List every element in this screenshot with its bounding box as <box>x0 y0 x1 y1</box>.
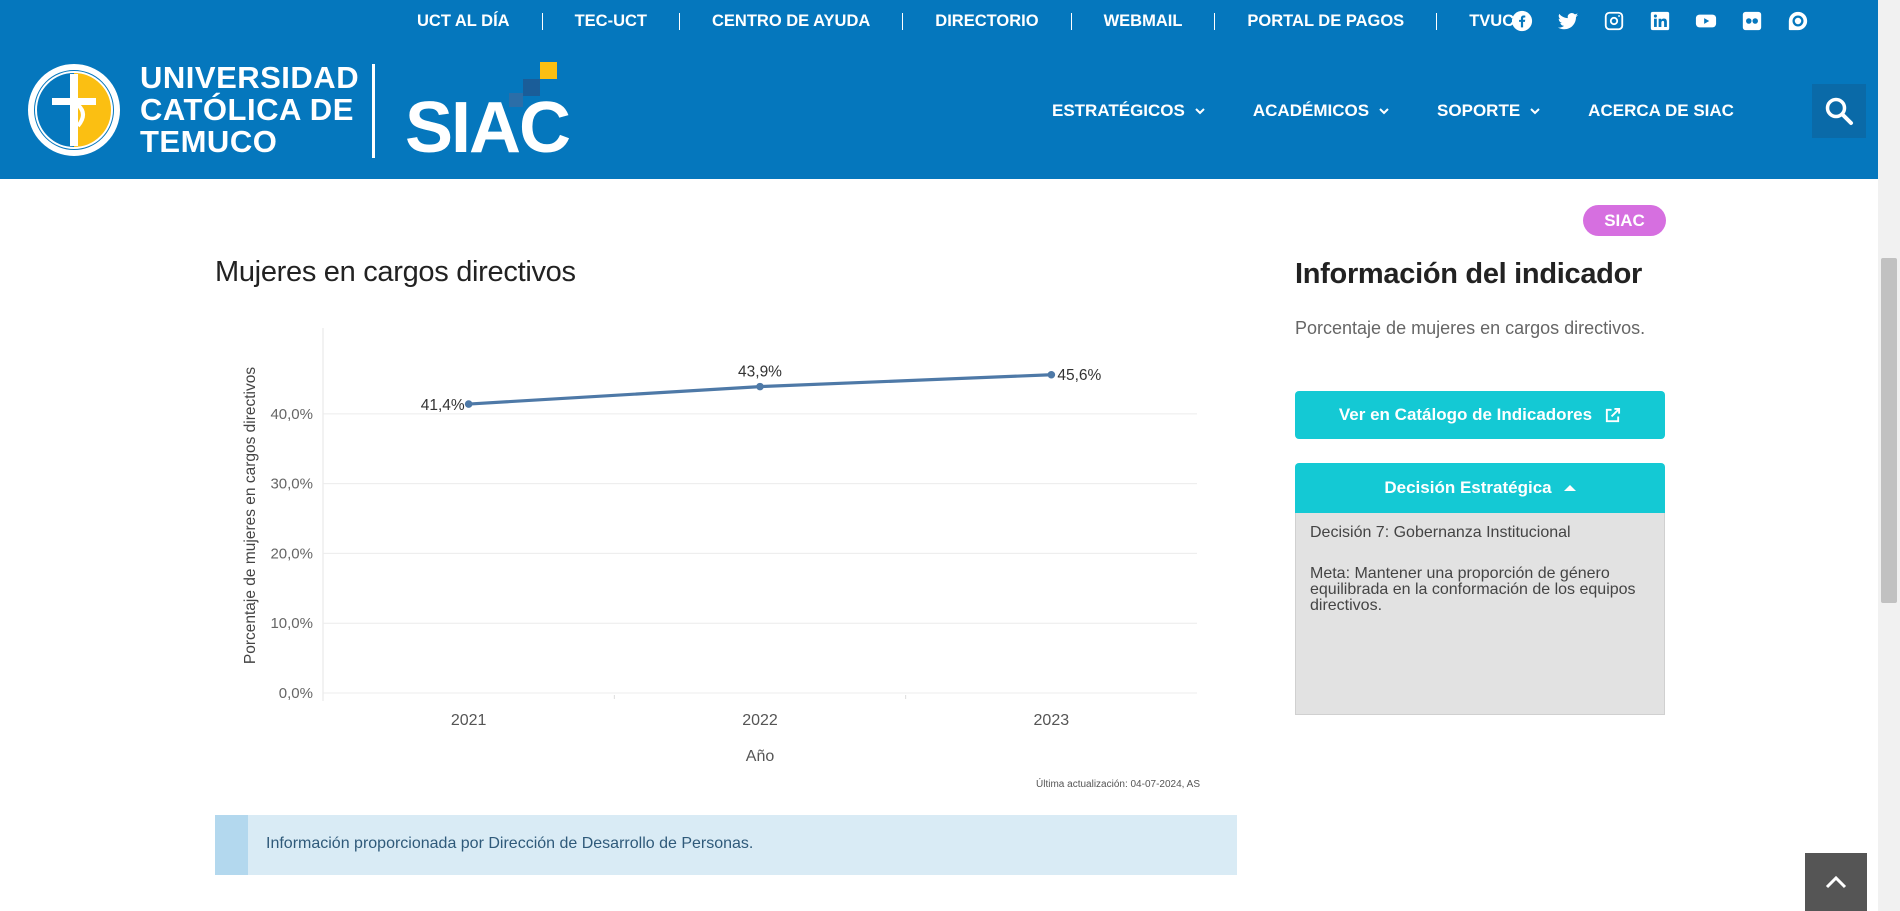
x-tick-label: 2023 <box>1034 712 1070 729</box>
last-updated: Última actualización: 04-07-2024, AS <box>1036 779 1200 790</box>
university-name-line2: CATÓLICA DE <box>140 92 354 127</box>
top-nav-separator <box>1436 12 1438 30</box>
chevron-down-icon <box>1195 107 1205 114</box>
external-link-icon <box>1605 407 1621 422</box>
caret-up-icon <box>1563 485 1576 491</box>
info-box-text: Información proporcionada por Dirección … <box>266 835 754 852</box>
top-nav-item[interactable]: UCT AL DÍA <box>417 11 510 30</box>
top-nav-item[interactable]: TEC-UCT <box>574 11 647 30</box>
chevron-down-icon <box>1379 107 1389 114</box>
y-tick-label: 0,0% <box>279 685 313 702</box>
siac-badge: SIAC <box>1583 205 1666 236</box>
x-axis-title: Año <box>746 748 775 765</box>
uct-logo[interactable] <box>28 64 120 156</box>
main-nav: ESTRATÉGICOS ACADÉMICOS SOPORTE ACERCA DE S… <box>1052 42 1734 179</box>
top-bar: UCT AL DÍA TEC-UCT CENTRO DE AYUDA DIRECTOR… <box>0 0 1878 42</box>
linkedin-icon[interactable] <box>1648 9 1672 33</box>
chevron-up-icon <box>1825 875 1847 889</box>
data-point <box>756 382 764 391</box>
top-nav-separator <box>1070 12 1072 30</box>
main-nav-label: ACERCA DE SIAC <box>1588 100 1734 120</box>
chart-title: Mujeres en cargos directivos <box>215 256 576 288</box>
page-scrollbar-thumb[interactable] <box>1881 258 1897 603</box>
instagram-icon[interactable] <box>1602 9 1626 33</box>
catalog-button-label: Ver en Catálogo de Indicadores <box>1338 405 1593 424</box>
x-tick-label: 2021 <box>451 712 487 729</box>
top-nav-separator <box>1214 12 1216 30</box>
search-button[interactable] <box>1812 84 1866 138</box>
university-name-line1: UNIVERSIDAD <box>140 60 360 95</box>
top-nav-item[interactable]: CENTRO DE AYUDA <box>712 11 871 30</box>
info-box-accent <box>215 815 248 875</box>
indicator-description: Porcentaje de mujeres en cargos directiv… <box>1295 318 1646 338</box>
social-links <box>1510 9 1810 33</box>
accordion-content: Decisión 7: Gobernanza Institucional Met… <box>1295 513 1665 715</box>
chevron-down-icon <box>1530 107 1540 114</box>
line-chart: 0,0% 10,0% 20,0% 30,0% 40,0% 2021 2022 2023 Año P… <box>242 328 1197 765</box>
twitter-icon[interactable] <box>1556 9 1580 33</box>
data-point <box>1047 370 1056 379</box>
info-box: Información proporcionada por Dirección … <box>215 815 1237 875</box>
top-nav-separator <box>679 12 680 30</box>
facebook-icon[interactable] <box>1510 9 1534 33</box>
header-divider <box>372 64 375 158</box>
y-tick-label: 10,0% <box>270 615 313 632</box>
strategic-decision-accordion[interactable]: Decisión Estratégica <box>1295 463 1665 513</box>
x-tick-label: 2022 <box>742 712 778 729</box>
issuu-icon[interactable] <box>1786 9 1810 33</box>
y-tick-label: 40,0% <box>270 406 313 423</box>
goal-text: Meta: Mantener una proporción de género … <box>1310 565 1636 614</box>
data-point <box>464 400 473 408</box>
catalog-button[interactable]: Ver en Catálogo de Indicadores <box>1295 391 1665 439</box>
y-tick-label: 30,0% <box>270 476 313 493</box>
top-nav-separator <box>902 12 904 30</box>
accordion-title: Decisión Estratégica <box>1384 478 1552 497</box>
main-nav-item[interactable]: ESTRATÉGICOS <box>1052 101 1205 121</box>
main-nav-label: ACADÉMICOS <box>1252 100 1370 120</box>
main-nav-item[interactable]: ACADÉMICOS <box>1253 101 1389 121</box>
top-nav-item[interactable]: WEBMAIL <box>1103 11 1183 30</box>
siac-logo[interactable]: SIAC <box>405 60 595 160</box>
data-label: 45,6% <box>1057 367 1101 384</box>
decision-text: Decisión 7: Gobernanza Institucional <box>1310 524 1571 541</box>
top-nav-item[interactable]: TVUCT <box>1469 11 1525 30</box>
back-to-top-button[interactable] <box>1805 853 1867 911</box>
top-nav-item[interactable]: PORTAL DE PAGOS <box>1247 11 1405 30</box>
top-nav-item[interactable]: DIRECTORIO <box>935 11 1039 30</box>
university-name-line3: TEMUCO <box>140 124 278 159</box>
y-tick-label: 20,0% <box>270 545 313 562</box>
main-nav-item[interactable]: ACERCA DE SIAC <box>1588 101 1734 121</box>
top-nav-separator <box>541 12 543 30</box>
data-label: 41,4% <box>421 397 465 414</box>
youtube-icon[interactable] <box>1694 9 1718 33</box>
flickr-icon[interactable] <box>1740 9 1764 33</box>
indicator-info-title: Información del indicador <box>1295 258 1642 290</box>
top-nav: UCT AL DÍA TEC-UCT CENTRO DE AYUDA DIRECTOR… <box>390 0 1556 42</box>
site-header: UNIVERSIDAD CATÓLICA DE TEMUCO SIAC ESTR… <box>0 42 1878 179</box>
university-name: UNIVERSIDAD CATÓLICA DE TEMUCO <box>140 62 359 158</box>
y-axis-title: Porcentaje de mujeres en cargos directiv… <box>242 367 259 664</box>
search-icon <box>1825 97 1853 125</box>
data-label: 43,9% <box>738 364 782 381</box>
main-nav-item[interactable]: SOPORTE <box>1437 101 1540 121</box>
siac-logo-text: SIAC <box>405 88 570 160</box>
main-nav-label: ESTRATÉGICOS <box>1052 100 1185 120</box>
main-nav-label: SOPORTE <box>1437 100 1521 120</box>
